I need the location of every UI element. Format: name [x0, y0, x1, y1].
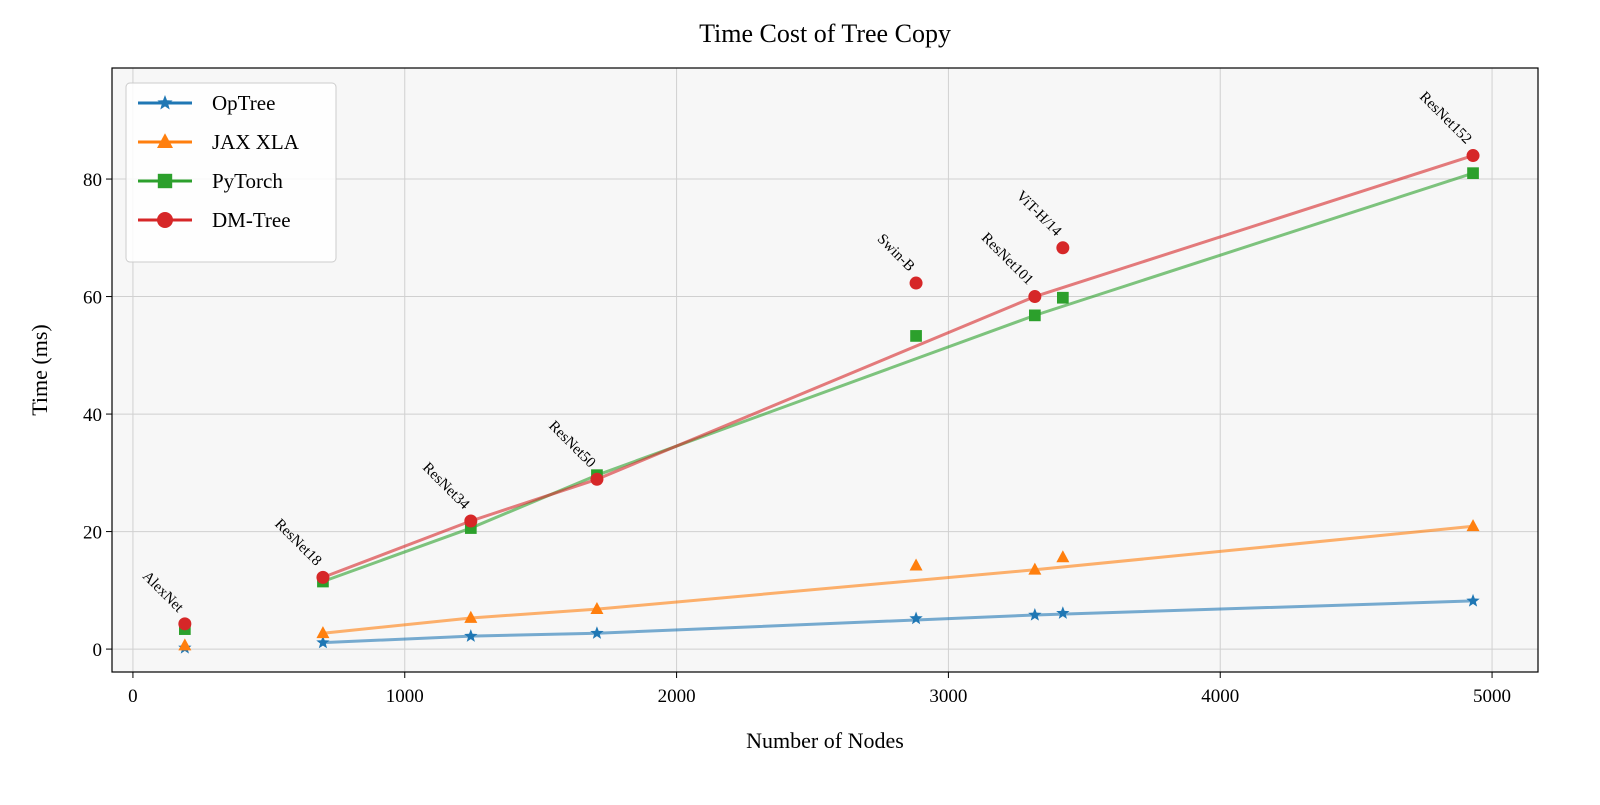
legend-label: OpTree — [212, 91, 275, 115]
data-point — [316, 626, 330, 639]
data-point — [178, 617, 192, 631]
data-point — [1467, 167, 1479, 180]
chart-title: Time Cost of Tree Copy — [699, 19, 951, 48]
legend-marker — [157, 212, 173, 228]
data-point — [464, 629, 478, 642]
legend-label: DM-Tree — [212, 208, 291, 232]
data-point — [1028, 562, 1042, 575]
legend-frame — [125, 82, 337, 263]
legend-label: PyTorch — [212, 169, 283, 193]
data-point — [1056, 550, 1070, 563]
legend: OpTree JAX XLA PyTorch DM-Tree — [125, 82, 337, 263]
x-axis-label: Number of Nodes — [746, 728, 904, 753]
data-point — [1028, 608, 1042, 621]
data-point — [1056, 241, 1070, 255]
x-tick-label: 2000 — [658, 686, 696, 707]
data-point — [1056, 606, 1070, 619]
data-point — [590, 472, 604, 486]
data-point — [178, 638, 192, 651]
data-point — [1056, 291, 1069, 304]
x-tick-label: 3000 — [929, 686, 967, 707]
x-tick-label: 5000 — [1473, 686, 1511, 707]
data-point — [1028, 290, 1042, 304]
data-point — [590, 601, 604, 615]
data-point — [1466, 519, 1480, 532]
data-point — [1466, 149, 1480, 163]
x-tick-label: 1000 — [386, 686, 424, 707]
y-tick-label: 80 — [83, 170, 102, 191]
data-point — [464, 522, 477, 534]
data-point — [464, 514, 478, 528]
y-tick-label: 60 — [83, 288, 102, 309]
legend-marker — [157, 95, 173, 110]
data-point — [464, 610, 478, 623]
legend-label: JAX XLA — [212, 130, 300, 154]
data-point — [910, 330, 922, 342]
y-tick-label: 40 — [83, 405, 102, 426]
data-point — [316, 635, 330, 649]
legend-marker — [157, 133, 173, 148]
data-point — [909, 611, 923, 625]
data-point — [1466, 593, 1480, 607]
data-point — [909, 558, 923, 571]
data-point — [1028, 309, 1041, 322]
data-point — [909, 276, 923, 290]
x-tick-label: 0 — [128, 686, 138, 707]
y-tick-label: 0 — [93, 640, 103, 661]
legend-marker — [157, 173, 173, 189]
data-point — [590, 626, 604, 639]
x-tick-label: 4000 — [1201, 686, 1239, 707]
y-tick-label: 20 — [83, 523, 102, 544]
y-axis-label: Time (ms) — [27, 324, 52, 415]
plot-frame — [111, 67, 1539, 673]
data-point — [316, 570, 330, 584]
